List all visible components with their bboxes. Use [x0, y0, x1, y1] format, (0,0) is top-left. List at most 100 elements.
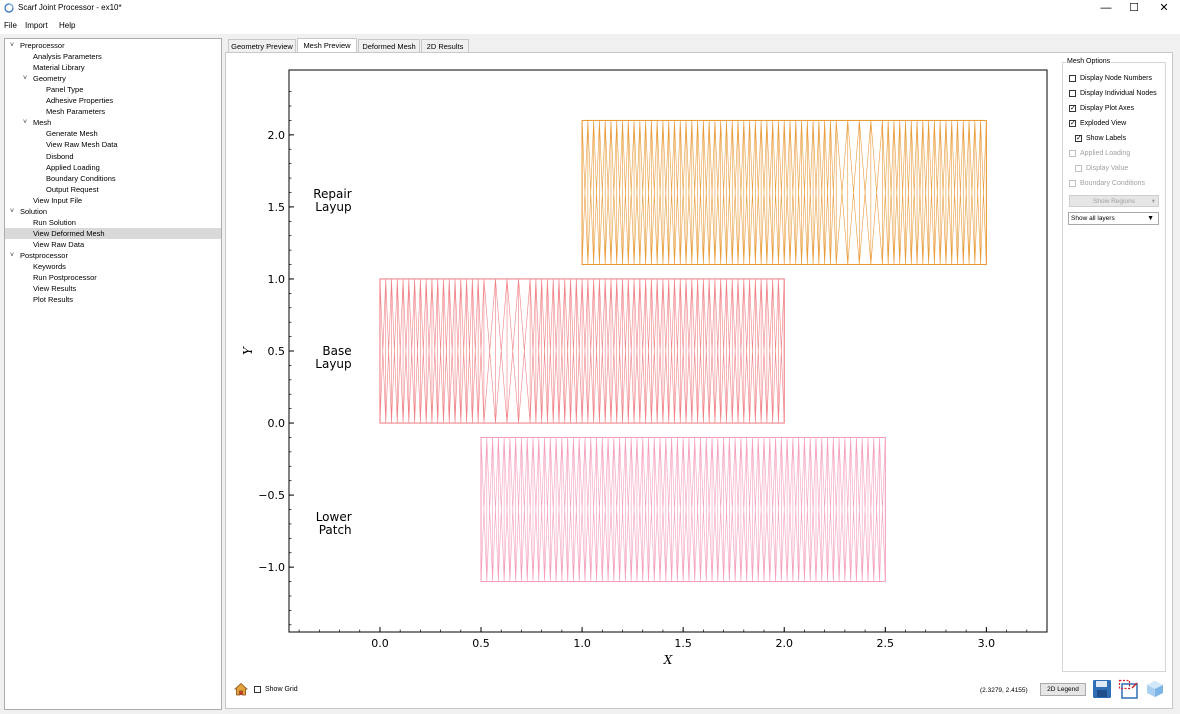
mesh-option-label: Show Labels: [1086, 135, 1127, 142]
mesh-option-checkbox[interactable]: ✓ Show Labels: [1075, 134, 1165, 144]
checkbox-box: [1069, 150, 1076, 157]
window-title: Scarf Joint Processor - ex10*: [18, 3, 122, 12]
tree-item[interactable]: Output Request: [5, 184, 221, 195]
x-axis-label: X: [663, 653, 673, 667]
checkbox-box[interactable]: ✓: [1069, 120, 1076, 127]
x-tick-label: 0.0: [371, 637, 389, 650]
tree-item-label: Material Library: [33, 63, 85, 73]
tree-item-label: Generate Mesh: [46, 129, 98, 139]
tree-item-label: Solution: [20, 206, 48, 216]
save-icon[interactable]: [1092, 679, 1112, 699]
tree-item-label: Mesh Parameters: [46, 107, 106, 117]
tree-item[interactable]: Plot Results: [5, 294, 221, 305]
minimize-button[interactable]: —: [1100, 2, 1112, 14]
tree-item[interactable]: Keywords: [5, 261, 221, 272]
mesh-region-label: Layup: [315, 357, 351, 371]
tree-item[interactable]: Run Postprocessor: [5, 272, 221, 283]
tree-item-label: View Input File: [33, 195, 83, 205]
export-image-icon[interactable]: [1118, 679, 1140, 701]
tree-item[interactable]: Panel Type: [5, 84, 221, 95]
tree-item-label: Boundary Conditions: [46, 173, 116, 183]
navigation-tree: ˅ Preprocessor Analysis Parameters Material…: [4, 38, 222, 710]
app-icon: [4, 3, 14, 13]
tree-item[interactable]: ˅ Mesh: [5, 117, 221, 128]
tree-item-label: Output Request: [46, 184, 99, 194]
tab-deformed-mesh[interactable]: Deformed Mesh: [358, 39, 420, 52]
tree-item[interactable]: Material Library: [5, 62, 221, 73]
chevron-down-icon[interactable]: ˅: [23, 119, 28, 127]
tree-item[interactable]: View Deformed Mesh: [5, 227, 221, 239]
chevron-down-icon[interactable]: ˅: [10, 251, 15, 259]
layers-select[interactable]: Show all layers ▼: [1068, 212, 1159, 225]
tree-item[interactable]: ˅ Preprocessor: [5, 40, 221, 51]
show-grid-box[interactable]: [254, 686, 261, 693]
checkbox-box[interactable]: [1069, 75, 1076, 82]
menu-import[interactable]: Import: [25, 21, 48, 30]
chevron-down-icon[interactable]: ˅: [10, 42, 15, 49]
mesh-option-checkbox[interactable]: ✓ Exploded View: [1069, 119, 1159, 129]
mesh-elements: [480, 437, 886, 582]
tree-item[interactable]: View Input File: [5, 195, 221, 206]
tree-item-label: Disbond: [46, 151, 74, 161]
home-icon[interactable]: [234, 682, 248, 696]
menu-file[interactable]: File: [4, 21, 17, 30]
mesh-option-label: Display Plot Axes: [1080, 105, 1135, 112]
maximize-button[interactable]: ☐: [1129, 2, 1139, 14]
tree-item[interactable]: ˅ Solution: [5, 206, 221, 217]
tree-item[interactable]: Applied Loading: [5, 162, 221, 173]
checkbox-box[interactable]: [1069, 90, 1076, 97]
tree-item[interactable]: View Raw Mesh Data: [5, 139, 221, 150]
x-tick-label: 2.5: [877, 637, 895, 650]
tree-item[interactable]: Run Solution: [5, 217, 221, 228]
mesh-region-label: Patch: [319, 523, 352, 537]
tree-item-label: View Raw Data: [33, 239, 85, 249]
y-tick-label: 0.0: [268, 417, 286, 430]
y-tick-label: −0.5: [258, 489, 285, 502]
chevron-down-icon[interactable]: ˅: [23, 75, 28, 83]
tree-item-label: View Deformed Mesh: [33, 228, 105, 238]
tree-item[interactable]: Adhesive Properties: [5, 95, 221, 106]
tree-item[interactable]: Mesh Parameters: [5, 106, 221, 117]
tree-item-label: Plot Results: [33, 295, 74, 305]
show-regions-button[interactable]: Show Regions ▾: [1069, 195, 1159, 207]
tree-item[interactable]: Analysis Parameters: [5, 51, 221, 62]
tree-item-label: Preprocessor: [20, 41, 65, 50]
legend-2d-button[interactable]: 2D Legend: [1040, 683, 1086, 696]
tree-item[interactable]: Generate Mesh: [5, 128, 221, 139]
tree-item[interactable]: ˅ Geometry: [5, 73, 221, 84]
tree-item[interactable]: ˅ Postprocessor: [5, 250, 221, 261]
tab-geometry-preview[interactable]: Geometry Preview: [228, 39, 296, 52]
tab-mesh-preview[interactable]: Mesh Preview: [297, 38, 357, 53]
menu-help[interactable]: Help: [59, 21, 76, 30]
checkbox-box[interactable]: ✓: [1075, 135, 1082, 142]
tree-item-label: Panel Type: [46, 85, 84, 95]
x-tick-label: 1.0: [573, 637, 591, 650]
y-tick-label: 1.5: [268, 201, 286, 214]
3d-view-icon[interactable]: [1145, 679, 1165, 699]
mesh-option-checkbox[interactable]: Display Node Numbers: [1069, 74, 1159, 84]
y-tick-label: 1.0: [268, 273, 286, 286]
show-regions-label: Show Regions: [1093, 198, 1135, 205]
mesh-option-checkbox[interactable]: Display Individual Nodes: [1069, 89, 1159, 99]
tab-2d-results[interactable]: 2D Results: [421, 39, 469, 52]
tree-item-label: Run Postprocessor: [33, 273, 97, 283]
mesh-region-outline: [480, 436, 886, 583]
tree-item[interactable]: Boundary Conditions: [5, 173, 221, 184]
tree-item[interactable]: Disbond: [5, 151, 221, 162]
tree-item[interactable]: View Raw Data: [5, 239, 221, 250]
cursor-coordinates: (2.3279, 2.4155): [980, 687, 1028, 694]
tree-item[interactable]: View Results: [5, 283, 221, 294]
tree-item-label: View Raw Mesh Data: [46, 140, 118, 150]
mesh-option-checkbox: Display Value: [1075, 164, 1165, 174]
mesh-elements: [379, 278, 785, 424]
show-grid-checkbox[interactable]: Show Grid: [254, 685, 314, 695]
mesh-region-label: Layup: [315, 200, 351, 214]
checkbox-box[interactable]: ✓: [1069, 105, 1076, 112]
mesh-option-label: Display Individual Nodes: [1080, 90, 1157, 97]
chevron-down-icon[interactable]: ˅: [10, 207, 15, 215]
tree-item-label: Keywords: [33, 262, 66, 271]
mesh-option-checkbox[interactable]: ✓ Display Plot Axes: [1069, 104, 1159, 114]
title-bar: Scarf Joint Processor - ex10* — ☐ ✕: [0, 0, 1180, 18]
close-button[interactable]: ✕: [1159, 2, 1169, 14]
